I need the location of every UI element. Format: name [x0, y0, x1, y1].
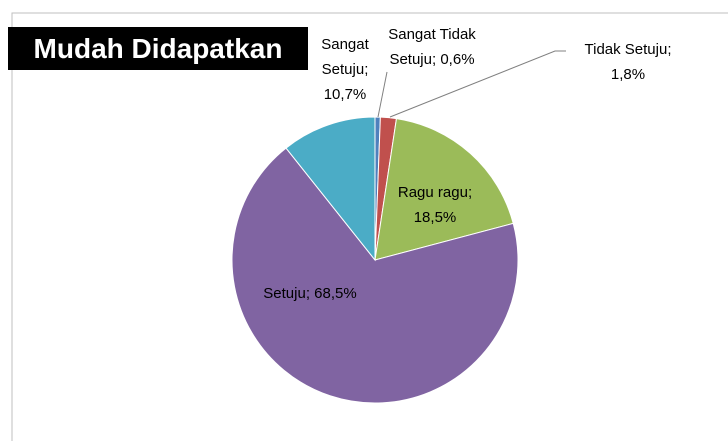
data-label: Sangat Tidak Setuju; 0,6%: [382, 22, 482, 72]
label-separator: ;: [364, 61, 369, 78]
label-category: Ragu ragu: [397, 184, 468, 201]
data-label: Sangat Setuju; 10,7%: [310, 32, 380, 107]
label-category: Sangat Setuju: [321, 36, 369, 78]
leader-line: [389, 50, 566, 118]
label-separator: ;: [432, 51, 437, 68]
leader-line: [377, 71, 388, 118]
label-separator: ;: [467, 184, 473, 201]
pie-slice: [231, 147, 519, 404]
label-category: Tidak Setuju: [584, 41, 668, 58]
pie-slice: [374, 118, 514, 261]
data-label: Setuju; 68,5%: [235, 281, 385, 306]
label-value: 68,5%: [314, 285, 357, 302]
label-category: Setuju: [263, 285, 306, 302]
label-value: 0,6%: [440, 51, 475, 68]
chart-title: Mudah Didapatkan: [8, 27, 308, 70]
label-category: Sangat Tidak Setuju: [388, 26, 476, 68]
data-label: Tidak Setuju; 1,8%: [568, 37, 688, 87]
label-value: 18,5%: [413, 209, 457, 226]
pie-slice: [285, 116, 376, 262]
data-label: Ragu ragu; 18,5%: [385, 180, 485, 230]
slices: [231, 116, 519, 404]
label-value: 10,7%: [323, 86, 367, 103]
label-value: 1,8%: [610, 66, 646, 83]
label-separator: ;: [305, 285, 310, 302]
label-separator: ;: [667, 41, 672, 58]
